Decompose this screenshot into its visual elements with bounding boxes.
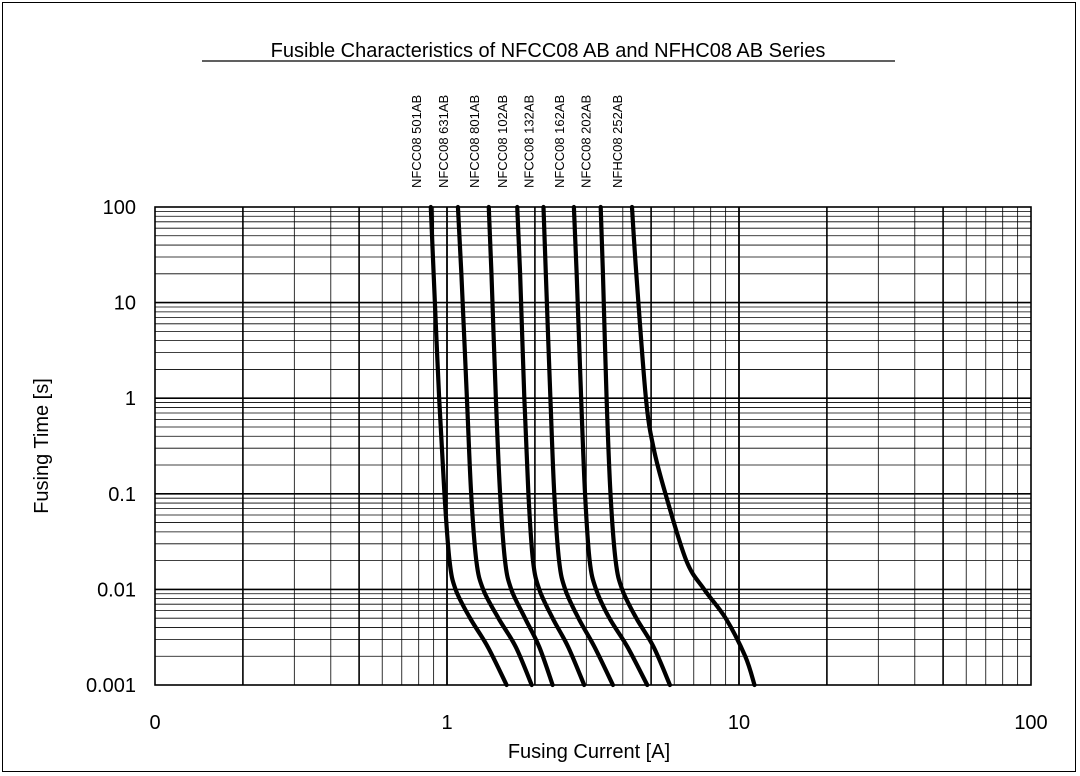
series-label: NFCC08 102AB <box>495 95 510 188</box>
series-curve <box>515 204 587 688</box>
series-curve <box>428 204 509 688</box>
series-label: NFCC08 162AB <box>552 95 567 188</box>
curves <box>428 204 757 688</box>
x-axis-label: Fusing Current [A] <box>508 741 670 763</box>
x-tick-label: 0 <box>149 712 160 734</box>
series-label: NFCC08 801AB <box>467 95 482 188</box>
x-tick-label: 1 <box>441 712 452 734</box>
series-curve <box>629 204 757 688</box>
series-label: NFCC08 501AB <box>409 95 424 188</box>
series-curve <box>598 204 673 688</box>
series-curve <box>455 204 534 688</box>
series-label: NFCC08 132AB <box>522 95 537 188</box>
series-curve <box>486 204 555 688</box>
series-curve <box>541 204 616 688</box>
y-tick-label: 0.01 <box>97 579 136 601</box>
y-tick-label: 0.001 <box>86 675 136 697</box>
plot-area-border <box>154 206 1032 686</box>
series-curve <box>571 204 650 688</box>
y-tick-label: 0.1 <box>108 484 136 506</box>
grid <box>155 207 1031 685</box>
chart-title: Fusible Characteristics of NFCC08 AB and… <box>271 40 826 62</box>
y-tick-label: 10 <box>114 293 136 315</box>
series-labels: NFCC08 501AB NFCC08 631AB NFCC08 801AB NFCC… <box>409 95 625 188</box>
tick-labels: 0 1 10 100 100 10 1 0.1 0.01 0.001 <box>86 197 1048 734</box>
y-tick-label: 1 <box>125 388 136 410</box>
series-label: NFCC08 202AB <box>579 95 594 188</box>
series-label: NFHC08 252AB <box>610 95 625 188</box>
x-tick-label: 100 <box>1014 712 1047 734</box>
series-label: NFCC08 631AB <box>436 95 451 188</box>
x-tick-label: 10 <box>728 712 750 734</box>
y-axis-label: Fusing Time [s] <box>31 378 53 514</box>
y-tick-label: 100 <box>103 197 136 219</box>
